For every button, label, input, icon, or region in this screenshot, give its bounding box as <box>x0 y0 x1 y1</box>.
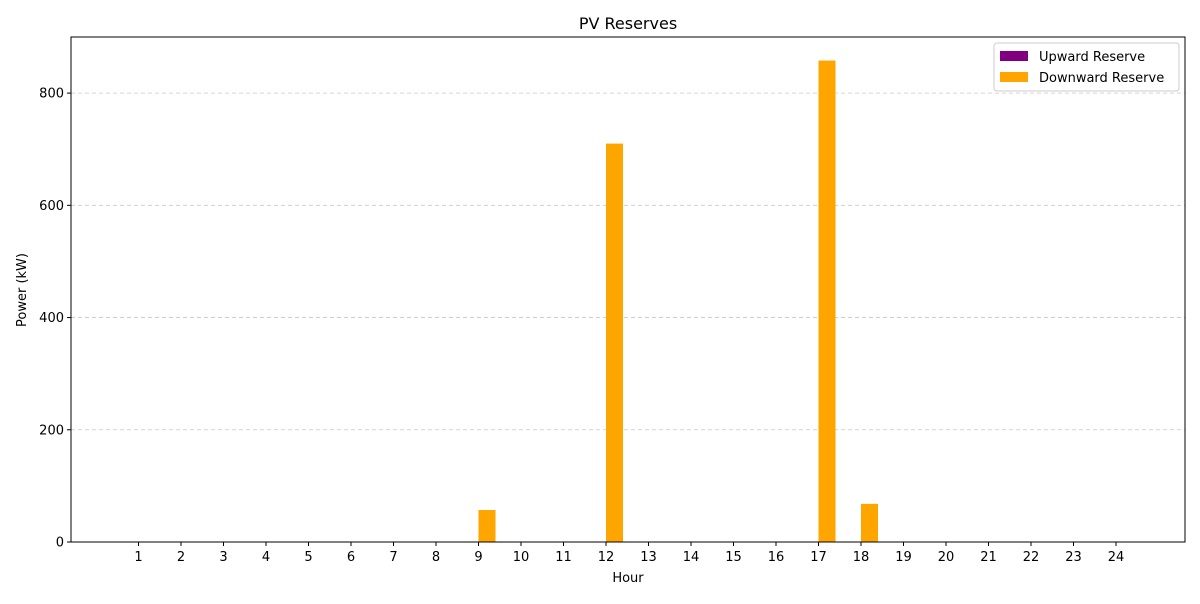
x-tick-label: 12 <box>598 550 615 565</box>
x-axis-label: Hour <box>612 571 644 586</box>
bars-layer <box>478 60 878 543</box>
x-tick-label: 3 <box>219 550 227 565</box>
x-tick-label: 6 <box>347 550 355 565</box>
x-tick-label: 19 <box>895 550 912 565</box>
y-tick-label: 200 <box>39 423 64 438</box>
legend-box <box>993 42 1180 92</box>
x-tick-label: 8 <box>432 550 440 565</box>
x-tick-label: 14 <box>683 550 700 565</box>
x-tick-label: 13 <box>640 550 657 565</box>
x-tick-label: 20 <box>938 550 955 565</box>
y-tick-label: 0 <box>56 536 64 551</box>
legend-swatch <box>1000 51 1028 61</box>
legend: Upward Reserve Downward Reserve <box>993 42 1180 92</box>
plot-frame <box>70 36 1186 543</box>
y-tick-label: 600 <box>39 199 64 214</box>
x-tick-label: 21 <box>980 550 997 565</box>
x-tick-label: 5 <box>304 550 312 565</box>
x-tick-label: 22 <box>1023 550 1040 565</box>
x-tick-label: 17 <box>810 550 827 565</box>
x-tick-label: 18 <box>853 550 870 565</box>
legend-label: Upward Reserve <box>1039 50 1145 65</box>
x-tick-label: 15 <box>725 550 742 565</box>
legend-label: Downward Reserve <box>1039 71 1164 86</box>
x-tick-label: 7 <box>389 550 397 565</box>
legend-swatch <box>1000 72 1028 82</box>
y-axis-label: Power (kW) <box>15 253 30 327</box>
downward-reserve-bar <box>818 60 836 543</box>
x-tick-label: 1 <box>134 550 142 565</box>
x-tick-label: 16 <box>768 550 785 565</box>
y-tick-label: 800 <box>39 87 64 102</box>
grid-layer <box>71 92 1185 543</box>
x-axis-ticks: 1 2 3 4 5 6 7 8 9 10 11 12 13 14 15 16 17 18 19 20 21 22 23 24 <box>134 542 1124 565</box>
x-tick-label: 11 <box>555 550 572 565</box>
x-tick-label: 24 <box>1108 550 1125 565</box>
x-tick-label: 2 <box>177 550 185 565</box>
downward-reserve-bar <box>606 143 623 542</box>
y-tick-label: 400 <box>39 311 64 326</box>
x-tick-label: 4 <box>262 550 270 565</box>
x-tick-label: 23 <box>1065 550 1082 565</box>
x-tick-label: 9 <box>474 550 482 565</box>
downward-reserve-bar <box>861 503 878 542</box>
downward-reserve-bar <box>478 510 496 542</box>
x-tick-label: 10 <box>513 550 530 565</box>
y-axis-ticks: 0 200 400 600 800 <box>39 87 71 551</box>
chart-title: PV Reserves <box>579 14 677 33</box>
